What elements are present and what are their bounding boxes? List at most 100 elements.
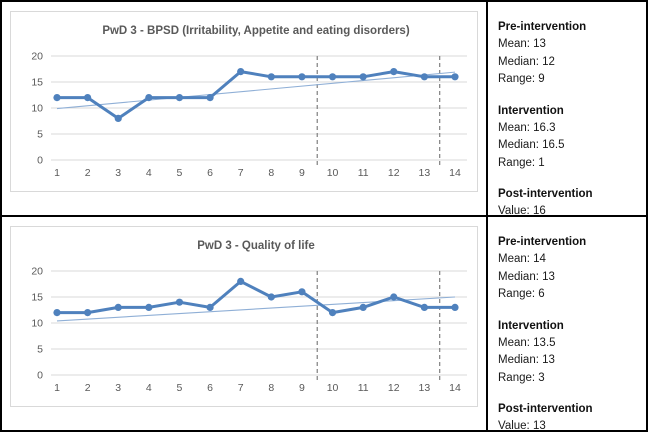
x-tick-label: 13 (419, 382, 431, 394)
stats-section-heading: Pre-intervention (498, 21, 587, 33)
data-point (237, 68, 245, 76)
stats-value-line: Range: 6 (498, 288, 545, 300)
x-tick-label: 12 (388, 382, 400, 394)
stats-section-heading: Pre-intervention (498, 236, 587, 248)
x-tick-label: 5 (177, 382, 183, 394)
data-point (390, 293, 398, 301)
stats-section-heading: Intervention (498, 319, 564, 332)
stats-value-line: Range: 3 (498, 371, 545, 384)
chart-cell-qol: 0 5 10 15 20 1 2 3 4 5 6 7 8 9 10 11 12 13 14 PwD 3 - Quali… (2, 217, 488, 430)
data-point (359, 73, 367, 81)
series-line (55, 279, 457, 315)
x-tick-label: 5 (177, 167, 183, 179)
series-line (55, 70, 457, 120)
stats-panel-bpsd: Pre-intervention Mean: 13 Median: 12 Range:… (488, 2, 646, 217)
stats-value-line: Range: 9 (498, 73, 545, 85)
chart-title: PwD 3 - BPSD (Irritability, Appetite and… (102, 25, 410, 37)
data-point (145, 94, 153, 102)
data-point (114, 114, 122, 122)
x-tick-label: 3 (115, 382, 121, 394)
chart-title: PwD 3 - Quality of life (197, 240, 315, 252)
y-tick-label: 0 (37, 155, 43, 167)
stats-section: Pre-intervention Mean: 13 Median: 12 Range:… (498, 18, 640, 89)
stats-section: Post-intervention Value: 13 (498, 400, 640, 430)
y-tick-label: 5 (37, 344, 43, 356)
x-tick-label: 7 (238, 382, 244, 394)
data-point (451, 73, 459, 81)
x-tick-label: 3 (115, 167, 121, 179)
x-tick-label: 7 (238, 167, 244, 179)
x-tick-label: 8 (268, 167, 274, 179)
data-point (175, 298, 184, 306)
data-point (206, 303, 214, 311)
stats-section-heading: Intervention (498, 104, 564, 117)
stats-value-line: Median: 12 (498, 55, 555, 68)
x-tick-label: 11 (358, 167, 369, 179)
x-tick-label: 9 (299, 382, 305, 394)
data-point (328, 309, 337, 317)
x-tick-label: 8 (268, 382, 274, 394)
data-point (267, 73, 275, 81)
stats-section: Intervention Mean: 16.3 Median: 16.5 Range:… (498, 102, 640, 173)
data-point (298, 73, 306, 81)
x-tick-label: 14 (449, 167, 461, 179)
x-tick-label: 10 (327, 382, 339, 394)
data-point (53, 94, 61, 102)
stats-value-line: Mean: 13.5 (498, 336, 556, 349)
y-tick-label: 20 (31, 51, 43, 63)
stats-section-heading: Post-intervention (498, 188, 593, 200)
y-tick-label: 15 (31, 77, 43, 89)
x-tick-label: 6 (207, 382, 213, 394)
data-point (84, 94, 92, 102)
data-point (175, 94, 184, 102)
chart-qol: 0 5 10 15 20 1 2 3 4 5 6 7 8 9 10 11 12 13 14 PwD 3 - Quali… (10, 226, 478, 407)
x-tick-label: 12 (388, 167, 400, 179)
stats-section: Pre-intervention Mean: 14 Median: 13 Range:… (498, 233, 640, 304)
data-point (390, 68, 398, 76)
y-tick-label: 5 (37, 129, 43, 141)
x-tick-label: 11 (358, 382, 369, 394)
data-point (420, 73, 428, 81)
stats-value-line: Value: 13 (498, 420, 546, 430)
x-tick-label: 4 (146, 382, 152, 394)
data-point (206, 94, 214, 102)
y-tick-label: 20 (31, 266, 43, 278)
stats-value-line: Mean: 16.3 (498, 121, 556, 134)
data-point (298, 288, 306, 296)
x-tick-label: 1 (54, 382, 60, 394)
x-tick-label: 6 (207, 167, 213, 179)
trend-line (56, 296, 456, 322)
data-point (145, 303, 153, 311)
x-tick-label: 1 (54, 167, 60, 179)
stats-panel-qol: Pre-intervention Mean: 14 Median: 13 Range:… (488, 217, 646, 430)
y-tick-label: 0 (37, 370, 43, 382)
data-point (114, 303, 122, 311)
data-point (328, 73, 337, 81)
stats-section: Post-intervention Value: 16 (498, 185, 640, 217)
x-tick-label: 2 (85, 382, 91, 394)
data-point (237, 277, 245, 285)
stats-value-line: Range: 1 (498, 156, 545, 169)
stats-value-line: Value: 16 (498, 205, 546, 217)
x-tick-label: 2 (85, 167, 91, 179)
x-tick-label: 13 (419, 167, 431, 179)
chart-cell-bpsd: 0 5 10 15 20 1 2 3 4 5 6 7 8 9 10 11 12 13 14 PwD 3 - BPSD … (2, 2, 488, 217)
stats-section-heading: Post-intervention (498, 403, 593, 415)
x-tick-label: 14 (449, 382, 461, 394)
chart-bpsd: 0 5 10 15 20 1 2 3 4 5 6 7 8 9 10 11 12 13 14 PwD 3 - BPSD … (10, 11, 478, 192)
stats-value-line: Median: 16.5 (498, 139, 565, 151)
trend-line (56, 71, 456, 110)
stats-value-line: Median: 13 (498, 270, 555, 283)
stats-value-line: Mean: 13 (498, 38, 546, 50)
y-tick-label: 10 (31, 103, 43, 115)
data-point (267, 293, 275, 301)
stats-value-line: Mean: 14 (498, 253, 546, 265)
data-point (359, 303, 367, 311)
y-tick-label: 10 (31, 318, 43, 330)
x-tick-label: 9 (299, 167, 305, 179)
data-point (420, 303, 428, 311)
data-point (53, 309, 61, 317)
